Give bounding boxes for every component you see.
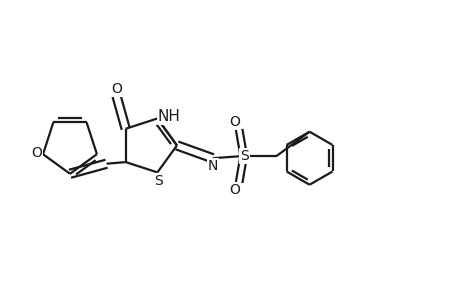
- Text: O: O: [229, 183, 240, 197]
- Text: NH: NH: [157, 109, 180, 124]
- Text: O: O: [229, 115, 240, 129]
- Text: O: O: [111, 82, 122, 95]
- Text: O: O: [31, 146, 42, 160]
- Text: S: S: [154, 174, 162, 188]
- Text: N: N: [207, 160, 218, 173]
- Text: S: S: [239, 149, 248, 163]
